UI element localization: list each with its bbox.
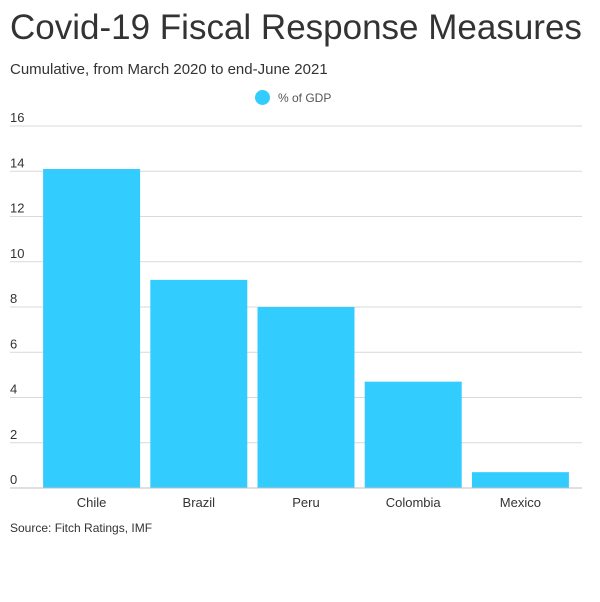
legend[interactable]: % of GDP xyxy=(255,90,331,105)
bar-colombia[interactable] xyxy=(364,381,462,488)
y-tick-label: 6 xyxy=(10,336,17,351)
bar-chart: 0 2 4 6 8 10 12 14 16 Chile Brazil Peru Colombia Mexi… xyxy=(10,110,582,510)
x-tick-label: Colombia xyxy=(386,495,442,510)
source-note: Source: Fitch Ratings, IMF xyxy=(10,521,153,535)
legend-swatch xyxy=(255,90,270,105)
y-tick-label: 10 xyxy=(10,246,24,261)
y-tick-label: 0 xyxy=(10,472,17,487)
x-tick-label: Brazil xyxy=(183,495,216,510)
y-tick-label: 16 xyxy=(10,110,24,125)
x-tick-label: Mexico xyxy=(500,495,541,510)
chart-title: Covid-19 Fiscal Response Measures xyxy=(10,8,582,47)
bar-chile[interactable] xyxy=(43,168,141,489)
x-tick-label: Peru xyxy=(292,495,319,510)
bar-peru[interactable] xyxy=(257,307,355,488)
y-tick-label: 12 xyxy=(10,201,24,216)
y-tick-label: 8 xyxy=(10,291,17,306)
y-tick-label: 14 xyxy=(10,155,24,170)
x-tick-label: Chile xyxy=(77,495,107,510)
y-tick-label: 2 xyxy=(10,427,17,442)
bar-brazil[interactable] xyxy=(150,279,248,488)
bar-mexico[interactable] xyxy=(471,472,569,488)
legend-label: % of GDP xyxy=(278,90,332,105)
chart-subtitle: Cumulative, from March 2020 to end-June … xyxy=(10,61,328,78)
y-tick-label: 4 xyxy=(10,382,17,397)
